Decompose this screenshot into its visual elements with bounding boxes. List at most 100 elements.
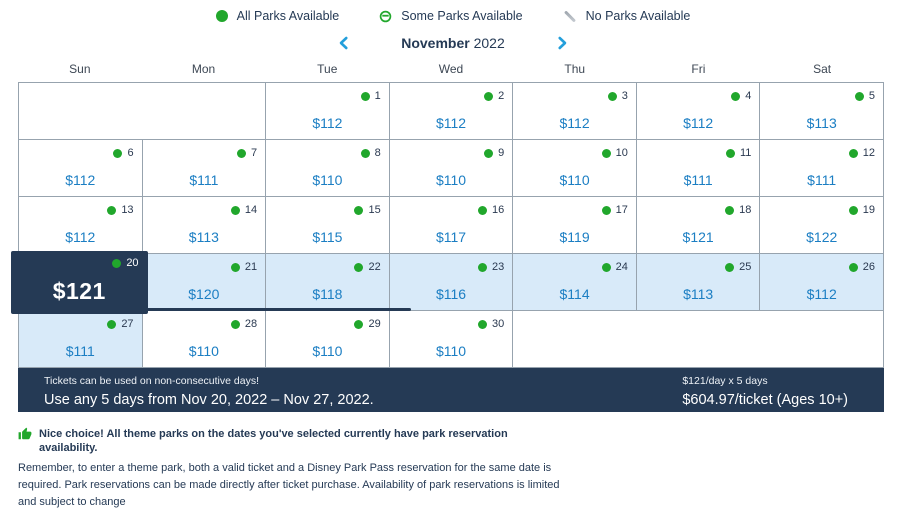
all-parks-dot-icon <box>601 148 611 158</box>
availability-badge: 24 <box>601 261 628 273</box>
day-cell-29[interactable]: 29 $110 <box>266 311 390 368</box>
day-cell-6[interactable]: 6 $112 <box>19 140 143 197</box>
day-cell-14[interactable]: 14 $113 <box>142 197 267 254</box>
availability-badge: 23 <box>478 261 504 273</box>
availability-badge: 29 <box>354 318 381 330</box>
day-cell-23[interactable]: 23 $116 <box>389 254 514 311</box>
day-number: 21 <box>244 261 258 273</box>
day-number: 15 <box>368 204 381 216</box>
day-cell-25[interactable]: 25 $113 <box>636 254 761 311</box>
availability-badge: 11 <box>726 147 751 159</box>
rate-text: $121/day x 5 days <box>682 375 768 387</box>
all-parks-dot-icon <box>354 262 364 272</box>
all-parks-dot-icon <box>230 262 240 272</box>
day-cell-24[interactable]: 24 $114 <box>513 254 637 311</box>
prev-month-button[interactable] <box>338 36 349 50</box>
all-parks-dot-icon <box>731 91 741 101</box>
price-calendar: Sun Mon Tue Wed Thu Fri Sat 1 $112 2 $112 3 $… <box>11 62 884 368</box>
day-cell-18[interactable]: 18 $121 <box>636 197 761 254</box>
availability-badge: 25 <box>725 261 751 273</box>
legend-some-parks: Some Parks Available <box>379 9 523 23</box>
day-price: $112 <box>312 115 343 131</box>
availability-badge: 19 <box>848 204 875 216</box>
day-cell-16[interactable]: 16 $117 <box>389 197 514 254</box>
day-cell-9[interactable]: 9 $110 <box>389 140 514 197</box>
day-price: $110 <box>312 172 343 188</box>
availability-badge: 12 <box>848 147 875 159</box>
day-number: 23 <box>492 261 505 273</box>
day-number: 11 <box>740 147 752 159</box>
day-number: 16 <box>492 204 505 216</box>
day-price: $122 <box>806 229 838 245</box>
day-cell-4[interactable]: 4 $112 <box>636 83 761 140</box>
day-number: 5 <box>868 90 875 102</box>
day-cell-3[interactable]: 3 $112 <box>513 83 637 140</box>
empty-cell <box>513 311 884 368</box>
day-price: $112 <box>683 115 714 131</box>
day-cell-20[interactable]: 20 $121 <box>11 251 148 314</box>
next-month-button[interactable] <box>557 36 568 50</box>
availability-badge: 28 <box>230 318 257 330</box>
day-price: $111 <box>807 172 837 188</box>
month-year: 2022 <box>473 35 505 51</box>
day-cell-11[interactable]: 11 $111 <box>636 140 761 197</box>
day-cell-28[interactable]: 28 $110 <box>142 311 267 368</box>
day-cell-27[interactable]: 27 $111 <box>19 311 143 368</box>
all-parks-dot-icon <box>726 148 735 158</box>
all-parks-dot-icon <box>354 205 364 215</box>
day-cell-12[interactable]: 12 $111 <box>760 140 884 197</box>
legend-label: No Parks Available <box>585 9 691 23</box>
day-cell-7[interactable]: 7 $111 <box>142 140 267 197</box>
day-price: $115 <box>312 229 343 245</box>
legend-no-parks: No Parks Available <box>563 9 691 23</box>
date-range-text: Use any 5 days from Nov 20, 2022 – Nov 2… <box>44 392 374 408</box>
day-number: 19 <box>862 204 875 216</box>
non-consecutive-note: Tickets can be used on non-consecutive d… <box>44 375 259 387</box>
all-parks-dot-icon <box>230 319 240 329</box>
dow-mon: Mon <box>191 62 216 76</box>
all-parks-dot-icon <box>725 205 735 215</box>
day-price: $121 <box>682 229 714 245</box>
day-cell-30[interactable]: 30 $110 <box>389 311 514 368</box>
day-price: $112 <box>559 115 590 131</box>
day-cell-15[interactable]: 15 $115 <box>266 197 390 254</box>
day-cell-1[interactable]: 1 $112 <box>266 83 390 140</box>
day-cell-17[interactable]: 17 $119 <box>513 197 637 254</box>
legend-label: All Parks Available <box>236 9 340 23</box>
day-price: $112 <box>806 286 837 302</box>
dow-tue: Tue <box>317 62 338 76</box>
day-cell-21[interactable]: 21 $120 <box>142 254 267 311</box>
day-cell-22[interactable]: 22 $118 <box>266 254 390 311</box>
dow-sun: Sun <box>69 62 91 76</box>
day-number: 1 <box>374 90 381 102</box>
day-number: 26 <box>862 261 875 273</box>
day-price: $114 <box>559 286 590 302</box>
availability-badge: 7 <box>237 147 257 159</box>
all-parks-dot-icon <box>360 91 370 101</box>
day-cell-26[interactable]: 26 $112 <box>760 254 884 311</box>
availability-badge: 5 <box>854 90 875 102</box>
day-cell-2[interactable]: 2 $112 <box>389 83 514 140</box>
empty-cell <box>19 83 267 140</box>
summary-left: Tickets can be used on non-consecutive d… <box>44 375 374 412</box>
day-price: $111 <box>189 172 219 188</box>
day-number: 2 <box>498 90 505 102</box>
day-cell-13[interactable]: 13 $112 <box>19 197 143 254</box>
selected-day-cell[interactable]: 20 $121 <box>11 251 148 314</box>
day-cell-8[interactable]: 8 $110 <box>266 140 390 197</box>
all-parks-dot-icon <box>112 258 122 268</box>
day-number: 18 <box>739 204 752 216</box>
day-number: 20 <box>126 257 139 269</box>
day-cell-5[interactable]: 5 $113 <box>760 83 884 140</box>
day-price: $112 <box>435 115 467 131</box>
all-parks-icon <box>215 10 228 22</box>
day-price: $112 <box>65 172 96 188</box>
some-parks-icon <box>379 10 392 23</box>
day-price: $110 <box>435 343 467 359</box>
day-cell-19[interactable]: 19 $122 <box>760 197 884 254</box>
day-number: 12 <box>862 147 875 159</box>
all-parks-dot-icon <box>478 319 488 329</box>
all-parks-dot-icon <box>113 148 123 158</box>
day-price: $113 <box>188 229 219 245</box>
day-cell-10[interactable]: 10 $110 <box>513 140 637 197</box>
